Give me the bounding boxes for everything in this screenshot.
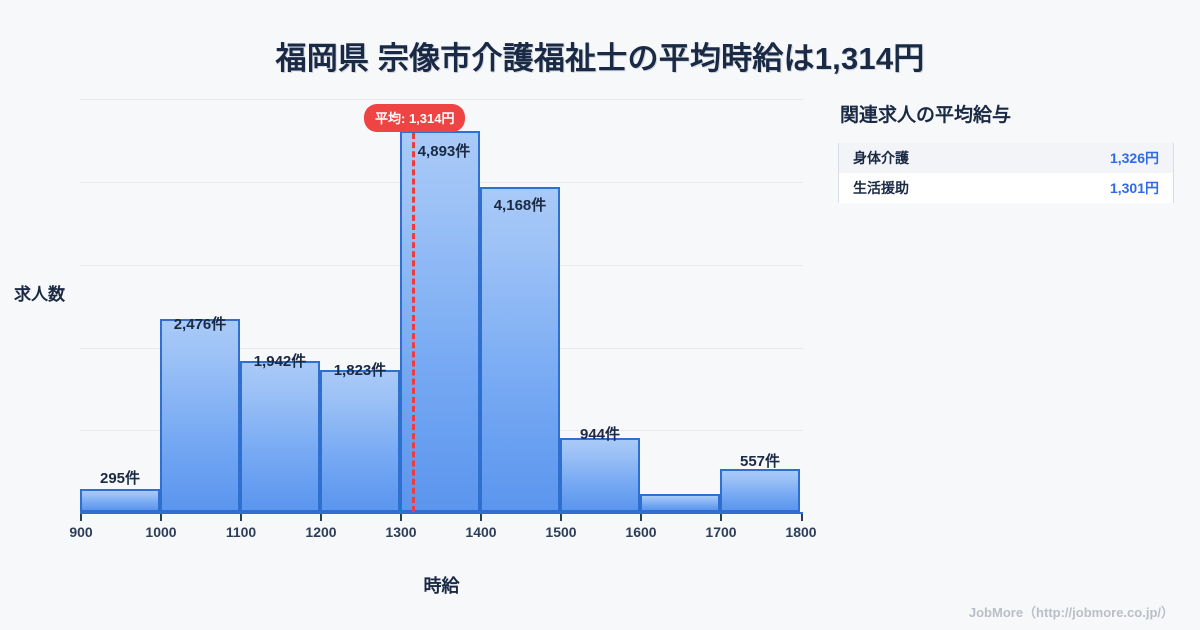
table-cell-label: 生活援助 xyxy=(853,180,909,196)
x-tick-label: 1400 xyxy=(465,524,497,540)
x-tick-label: 1300 xyxy=(385,524,417,540)
x-tick xyxy=(80,512,82,521)
bar-1200-1300 xyxy=(320,370,400,512)
bar-1600-1700 xyxy=(640,494,720,512)
salary-table: 身体介護 1,326円 生活援助 1,301円 xyxy=(838,143,1174,203)
x-tick-label: 1800 xyxy=(785,524,817,540)
x-tick xyxy=(801,512,803,521)
bar-value-label: 1,823件 xyxy=(333,362,387,379)
gridline xyxy=(80,99,803,100)
x-tick-label: 1200 xyxy=(305,524,337,540)
x-tick xyxy=(400,512,402,521)
page-title: 福岡県 宗像市介護福祉士の平均時給は1,314円 xyxy=(275,41,925,76)
bar-value-label: 944件 xyxy=(579,426,621,443)
x-tick xyxy=(320,512,322,521)
bar-value-label: 557件 xyxy=(739,453,781,470)
x-tick xyxy=(240,512,242,521)
table-row: 生活援助 1,301円 xyxy=(839,173,1173,203)
x-tick-label: 1000 xyxy=(145,524,177,540)
bar-1100-1200 xyxy=(240,361,320,512)
x-tick xyxy=(640,512,642,521)
x-tick-label: 1100 xyxy=(225,524,257,540)
bar-value-label: 4,168件 xyxy=(493,197,547,214)
x-tick xyxy=(160,512,162,521)
table-row: 身体介護 1,326円 xyxy=(839,143,1173,173)
x-tick xyxy=(560,512,562,521)
bar-1000-1100 xyxy=(160,319,240,512)
x-tick-label: 1600 xyxy=(625,524,657,540)
bar-value-label: 4,893件 xyxy=(417,143,471,160)
bar-1500-1600 xyxy=(560,438,640,512)
watermark-footer: JobMore（http://jobmore.co.jp/） xyxy=(968,605,1174,620)
related-salary-panel: 関連求人の平均給与 身体介護 1,326円 生活援助 1,301円 xyxy=(838,100,1174,203)
bar-value-label: 1,942件 xyxy=(253,353,307,370)
x-tick xyxy=(480,512,482,521)
x-tick-label: 900 xyxy=(69,524,93,540)
table-cell-label: 身体介護 xyxy=(853,150,909,166)
bar-900-1000 xyxy=(80,489,160,512)
histogram-chart: 295件 2,476件 1,942件 1,823件 4,893件 4,168件 … xyxy=(14,99,817,596)
x-tick xyxy=(720,512,722,521)
x-axis-line xyxy=(80,512,803,514)
x-axis-title: 時給 xyxy=(423,576,460,596)
panel-heading: 関連求人の平均給与 xyxy=(840,105,1012,126)
x-tick-label: 1700 xyxy=(705,524,737,540)
average-badge: 平均: 1,314円 xyxy=(364,104,466,132)
bar-1700-1800 xyxy=(720,469,800,512)
bar-1400-1500 xyxy=(480,187,560,512)
y-axis-title: 求人数 xyxy=(14,285,65,304)
bar-value-label: 2,476件 xyxy=(173,316,227,333)
bar-value-label: 295件 xyxy=(99,470,141,487)
average-line xyxy=(412,133,415,512)
table-cell-value: 1,301円 xyxy=(1109,180,1159,196)
table-cell-value: 1,326円 xyxy=(1109,150,1159,166)
x-tick-label: 1500 xyxy=(545,524,577,540)
